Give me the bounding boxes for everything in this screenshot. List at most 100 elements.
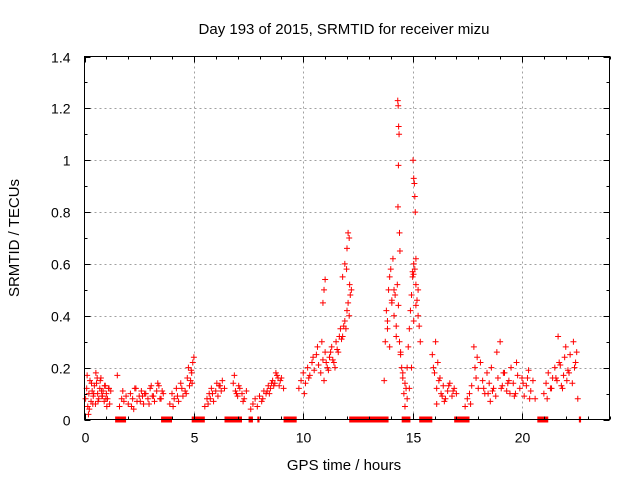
data-point — [450, 387, 457, 394]
data-point — [572, 359, 579, 366]
data-point — [407, 307, 414, 314]
data-point — [441, 398, 448, 405]
data-point — [520, 380, 527, 387]
data-point — [310, 354, 317, 361]
data-point — [558, 382, 565, 389]
data-point — [486, 380, 493, 387]
data-point — [446, 380, 453, 387]
data-point — [526, 395, 533, 402]
data-point — [479, 377, 486, 384]
data-point — [412, 209, 419, 216]
data-point — [412, 302, 419, 309]
data-point — [523, 382, 530, 389]
data-point — [252, 395, 259, 402]
data-point — [566, 369, 573, 376]
data-point — [339, 273, 346, 280]
data-point — [384, 325, 391, 332]
data-point — [127, 390, 134, 397]
gridlines — [84, 56, 610, 420]
data-point — [210, 398, 217, 405]
data-point — [89, 400, 96, 407]
data-point — [170, 403, 177, 410]
data-point — [521, 393, 528, 400]
data-point — [529, 377, 536, 384]
data-point — [498, 385, 505, 392]
data-point — [475, 385, 482, 392]
data-point — [417, 338, 424, 345]
data-point — [532, 395, 539, 402]
data-point — [189, 380, 196, 387]
data-point — [386, 343, 393, 350]
data-point — [155, 382, 162, 389]
data-point — [130, 406, 137, 413]
data-point — [381, 377, 388, 384]
data-point — [563, 377, 570, 384]
data-point — [154, 380, 161, 387]
data-point — [557, 362, 564, 369]
data-point — [432, 338, 439, 345]
data-point — [139, 393, 146, 400]
data-point — [503, 387, 510, 394]
data-point — [412, 281, 419, 288]
data-point — [144, 395, 151, 402]
data-point — [397, 351, 404, 358]
data-point — [146, 400, 153, 407]
data-point — [387, 266, 394, 273]
data-point — [184, 375, 191, 382]
data-point — [543, 380, 550, 387]
data-point — [480, 385, 487, 392]
data-point — [331, 364, 338, 371]
data-point — [506, 390, 513, 397]
data-point — [497, 338, 504, 345]
data-point — [325, 367, 332, 374]
data-point — [209, 390, 216, 397]
data-point — [201, 403, 208, 410]
data-point — [382, 338, 389, 345]
data-point — [337, 325, 344, 332]
data-point — [411, 193, 418, 200]
data-point — [231, 372, 238, 379]
data-point — [410, 157, 417, 164]
data-point — [153, 387, 160, 394]
data-point — [186, 382, 193, 389]
data-point — [95, 395, 102, 402]
data-point — [309, 359, 315, 366]
data-point — [230, 380, 237, 387]
data-point — [466, 390, 473, 397]
data-point — [556, 359, 563, 366]
data-point — [218, 387, 225, 394]
data-point — [433, 385, 440, 392]
data-point — [396, 247, 403, 254]
data-point — [484, 369, 490, 376]
data-point — [125, 400, 132, 407]
data-point — [315, 362, 322, 369]
data-point — [254, 403, 261, 410]
data-point — [272, 369, 279, 376]
data-point — [140, 400, 147, 407]
data-point — [404, 395, 411, 402]
data-point — [345, 299, 352, 306]
data-point — [216, 382, 223, 389]
data-point — [548, 385, 555, 392]
data-point — [442, 395, 449, 402]
data-point — [221, 385, 228, 392]
data-point — [166, 400, 173, 407]
x-tick-labels: 0 5 10 15 20 — [82, 430, 531, 446]
data-point — [410, 175, 417, 182]
data-point — [505, 377, 512, 384]
data-point — [435, 377, 442, 384]
data-point — [560, 372, 567, 379]
data-point — [341, 317, 348, 324]
data-point — [183, 390, 190, 397]
data-point — [473, 375, 480, 382]
data-point — [393, 333, 400, 340]
data-point — [171, 395, 178, 402]
data-point — [300, 369, 307, 376]
y-tick-label: 0.4 — [51, 309, 71, 325]
data-point — [444, 387, 451, 394]
data-point — [477, 359, 484, 366]
data-point — [314, 343, 321, 350]
data-point — [329, 356, 336, 363]
data-point — [527, 387, 534, 394]
data-point — [394, 203, 401, 210]
